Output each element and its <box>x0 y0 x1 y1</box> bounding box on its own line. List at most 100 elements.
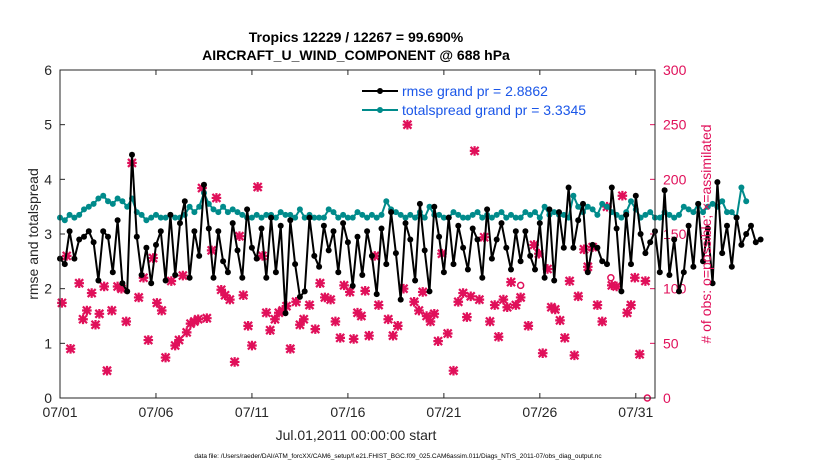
rmse-point <box>296 293 303 300</box>
rmse-point <box>239 274 246 281</box>
rmse-point <box>594 244 601 251</box>
spread-point <box>680 203 687 210</box>
left-tick-label: 0 <box>44 390 52 406</box>
obs-assimilated-point <box>229 357 240 367</box>
obs-assimilated-point <box>82 305 92 316</box>
rmse-point <box>618 288 625 295</box>
rmse-point <box>565 184 572 191</box>
chart-title-line2: AIRCRAFT_U_WIND_COMPONENT @ 688 hPa <box>202 47 510 63</box>
spread-point <box>421 214 428 221</box>
obs-assimilated-point <box>257 251 268 261</box>
rmse-point <box>714 179 721 186</box>
rmse-point <box>277 222 284 229</box>
rmse-point <box>608 184 615 191</box>
x-tick-label: 07/01 <box>42 404 77 420</box>
rmse-point <box>599 258 606 265</box>
rmse-point <box>704 225 711 232</box>
spread-point <box>210 206 217 213</box>
rmse-point <box>455 222 462 229</box>
obs-assimilated-point <box>116 283 127 294</box>
spread-point <box>676 211 682 218</box>
spread-point <box>248 214 255 221</box>
rmse-point <box>90 239 97 246</box>
spread-point <box>594 211 601 218</box>
obs-assimilated-point <box>421 311 432 321</box>
rmse-point <box>647 239 654 246</box>
rmse-point <box>445 214 452 221</box>
rmse-point <box>153 241 159 248</box>
rmse-point <box>402 220 409 227</box>
obs-assimilated-point <box>295 319 305 330</box>
rmse-point <box>143 244 150 251</box>
obs-assimilated-point <box>216 284 227 295</box>
obs-assimilated-point <box>529 240 539 250</box>
rmse-point <box>728 263 735 270</box>
rmse-point <box>503 244 510 251</box>
left-tick-label: 3 <box>44 226 52 242</box>
rmse-point <box>748 222 754 229</box>
obs-assimilated-point <box>429 309 440 319</box>
obs-assimilated-point <box>170 340 180 351</box>
rmse-point <box>671 236 678 243</box>
spread-point <box>743 198 750 205</box>
rmse-point <box>100 228 107 235</box>
rmse-point <box>258 225 265 232</box>
right-tick-label: 250 <box>663 117 687 133</box>
spread-point <box>76 211 83 218</box>
spread-point <box>493 211 500 218</box>
spread-point <box>728 209 735 216</box>
left-tick-label: 1 <box>44 335 52 351</box>
right-tick-label: 150 <box>663 226 687 242</box>
spread-point <box>153 211 159 218</box>
plot-frame <box>59 69 656 399</box>
rmse-point <box>488 255 495 262</box>
rmse-point <box>81 233 87 240</box>
obs-assimilated-point <box>160 352 171 363</box>
obs-assimilated-point <box>433 336 443 346</box>
obs-assimilated-point <box>630 272 640 283</box>
spread-point <box>488 214 495 221</box>
rmse-point <box>201 181 207 188</box>
spread-point <box>95 195 102 202</box>
spread-point <box>517 214 524 221</box>
spread-point <box>469 211 476 218</box>
spread-point <box>666 211 673 218</box>
rmse-point <box>738 241 745 248</box>
spread-point <box>407 211 414 218</box>
rmse-point <box>85 228 92 235</box>
rmse-point <box>666 272 673 278</box>
spread-point <box>191 209 198 216</box>
rmse-point <box>349 282 356 289</box>
rmse-point <box>508 266 514 273</box>
rmse-point <box>623 211 630 218</box>
spread-point <box>551 209 558 216</box>
obs-assimilated-point <box>197 183 207 193</box>
rmse-point <box>109 269 116 276</box>
rmse-point <box>469 225 476 232</box>
spread-point <box>124 203 131 210</box>
spread-point <box>704 203 711 210</box>
obs-assimilated-point <box>634 349 645 360</box>
obs-assimilated-point <box>393 321 403 331</box>
rmse-point <box>196 252 203 259</box>
obs-assimilated-point <box>174 335 184 345</box>
obs-assimilated-point <box>107 305 117 316</box>
obs-assimilated-point <box>506 277 516 287</box>
spread-point <box>186 203 193 210</box>
obs-assimilated-point <box>339 280 349 291</box>
rmse-point <box>709 280 716 287</box>
rmse-point <box>172 272 179 278</box>
spread-point <box>234 209 241 216</box>
rmse-point <box>95 277 102 284</box>
obs-assimilated-point <box>225 294 235 305</box>
spread-point <box>589 206 596 213</box>
obs-assimilated-point <box>542 264 553 274</box>
spread-point <box>671 214 678 221</box>
legend-spread-marker <box>377 107 383 113</box>
spread-point <box>205 200 212 207</box>
rmse-point <box>685 222 692 229</box>
obs-assimilated-point <box>325 294 336 305</box>
rmse-point <box>368 252 375 259</box>
spread-point <box>479 214 486 221</box>
rmse-point <box>210 274 217 281</box>
